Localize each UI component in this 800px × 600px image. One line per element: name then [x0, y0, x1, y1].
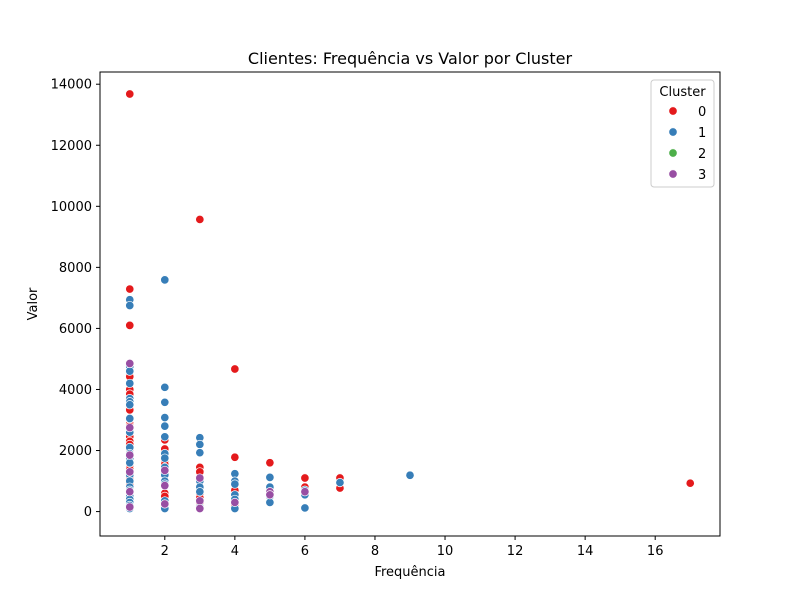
- data-point-cluster-3: [300, 487, 310, 497]
- legend-label-cluster-2: 2: [698, 147, 706, 162]
- data-point-cluster-1: [125, 378, 135, 388]
- data-point-cluster-1: [125, 366, 135, 376]
- data-point-cluster-3: [125, 358, 135, 369]
- data-point-cluster-1: [125, 458, 135, 468]
- legend-marker-cluster-1: [668, 127, 678, 137]
- data-point-cluster-1: [160, 382, 170, 392]
- data-point-cluster-3: [230, 497, 240, 507]
- data-point-cluster-3: [195, 496, 205, 506]
- data-point-cluster-0: [125, 284, 135, 294]
- data-point-cluster-0: [685, 478, 695, 488]
- data-point-cluster-0: [300, 473, 310, 483]
- data-point-cluster-1: [195, 439, 205, 449]
- legend-label-cluster-0: 0: [698, 105, 706, 120]
- data-point-cluster-1: [195, 448, 205, 458]
- data-point-cluster-3: [160, 481, 170, 491]
- x-tick-label: 16: [647, 544, 664, 559]
- data-point-cluster-1: [160, 432, 170, 442]
- data-point-cluster-1: [160, 275, 170, 285]
- x-tick-label: 12: [507, 544, 524, 559]
- legend: Cluster 0 1 2 3: [650, 79, 715, 188]
- data-point-cluster-1: [300, 503, 310, 513]
- data-point-cluster-3: [125, 423, 135, 433]
- y-axis-label: Valor: [26, 287, 41, 320]
- x-tick-label: 2: [161, 544, 169, 559]
- data-point-cluster-1: [265, 497, 275, 507]
- x-axis: 2 4 6 8 10 12 14 16: [161, 536, 664, 559]
- data-point-cluster-1: [160, 413, 170, 423]
- data-point-cluster-1: [125, 400, 135, 410]
- data-point-cluster-3: [125, 450, 135, 460]
- legend-box: [650, 79, 715, 188]
- y-tick-label: 14000: [51, 78, 92, 93]
- x-axis-label: Frequência: [374, 565, 445, 580]
- legend-title: Cluster: [659, 85, 706, 100]
- x-tick-label: 10: [437, 544, 454, 559]
- data-point-cluster-3: [195, 503, 205, 514]
- y-tick-label: 6000: [59, 322, 92, 337]
- data-point-cluster-1: [125, 413, 135, 424]
- y-axis: 0 2000 4000 6000 8000 10000 12000 14000: [51, 78, 100, 520]
- data-point-cluster-1: [335, 478, 345, 488]
- points-layer: [125, 89, 695, 514]
- data-point-cluster-1: [160, 421, 170, 431]
- y-tick-label: 12000: [51, 139, 92, 154]
- y-tick-label: 8000: [59, 261, 92, 276]
- data-point-cluster-0: [125, 320, 135, 330]
- data-point-cluster-1: [265, 472, 275, 482]
- x-tick-label: 6: [301, 544, 309, 559]
- data-point-cluster-1: [230, 479, 240, 489]
- data-point-cluster-1: [125, 300, 135, 311]
- data-point-cluster-1: [160, 453, 170, 463]
- data-point-cluster-0: [125, 89, 135, 99]
- y-tick-label: 4000: [59, 383, 92, 398]
- y-tick-label: 10000: [51, 200, 92, 215]
- data-point-cluster-0: [265, 458, 275, 468]
- data-point-cluster-3: [160, 465, 170, 475]
- data-point-cluster-0: [230, 364, 240, 374]
- x-tick-label: 14: [577, 544, 594, 559]
- y-tick-label: 2000: [59, 444, 92, 459]
- legend-marker-cluster-3: [668, 169, 678, 179]
- y-tick-label: 0: [84, 505, 92, 520]
- chart-title: Clientes: Frequência vs Valor por Cluste…: [248, 49, 573, 68]
- data-point-cluster-3: [125, 487, 135, 497]
- data-point-cluster-1: [195, 487, 205, 497]
- data-point-cluster-3: [125, 467, 135, 477]
- data-point-cluster-3: [125, 502, 135, 512]
- data-point-cluster-3: [160, 499, 170, 509]
- data-point-cluster-0: [230, 452, 240, 462]
- data-point-cluster-1: [160, 397, 170, 407]
- data-point-cluster-3: [195, 473, 205, 483]
- legend-label-cluster-3: 3: [698, 168, 706, 183]
- data-point-cluster-0: [195, 214, 205, 224]
- data-point-cluster-1: [405, 470, 415, 480]
- x-tick-label: 4: [231, 544, 239, 559]
- x-tick-label: 8: [371, 544, 379, 559]
- legend-marker-cluster-2: [668, 148, 678, 158]
- legend-label-cluster-1: 1: [698, 126, 706, 141]
- data-point-cluster-3: [265, 490, 275, 500]
- legend-marker-cluster-0: [668, 106, 678, 116]
- plot-frame: [99, 71, 721, 537]
